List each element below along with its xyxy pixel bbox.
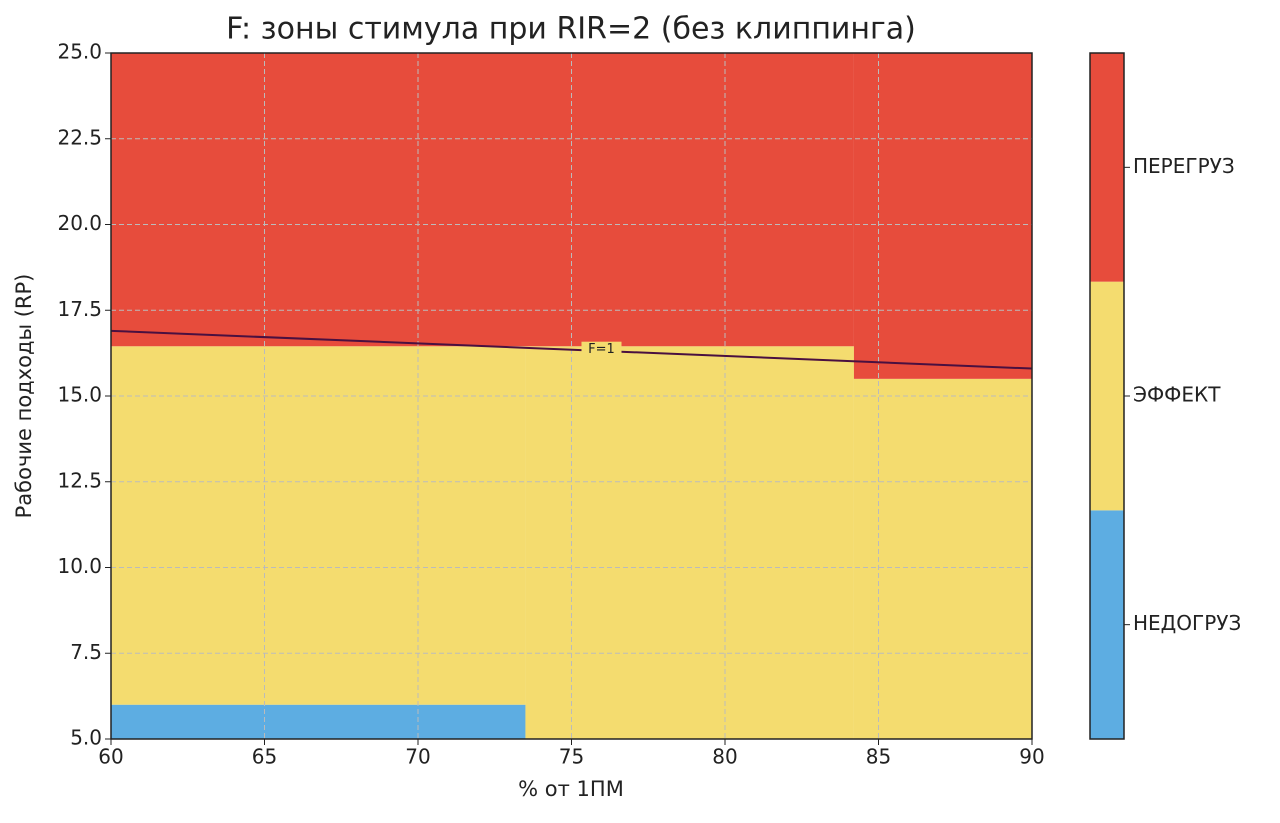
legend-label: НЕДОГРУЗ <box>1133 611 1241 635</box>
colorbar-frame <box>1089 52 1125 740</box>
plot-frame <box>110 52 1033 740</box>
x-axis-label: % от 1ПМ <box>518 777 624 801</box>
x-tick-label: 65 <box>252 745 277 769</box>
contour-label: F=1 <box>588 342 615 357</box>
x-tick-label: 80 <box>712 745 737 769</box>
zone-area <box>853 378 1032 739</box>
y-tick-label: 5.0 <box>70 726 102 750</box>
chart-title: F: зоны стимула при RIR=2 (без клиппинга… <box>226 12 916 47</box>
y-tick-label: 20.0 <box>57 211 102 235</box>
y-tick-label: 10.0 <box>57 554 102 578</box>
zone-area <box>111 346 526 705</box>
colorbar-segment <box>1090 281 1124 511</box>
y-tick-label: 25.0 <box>57 40 102 64</box>
zone-area <box>111 53 854 347</box>
x-tick-label: 75 <box>559 745 584 769</box>
x-tick-label: 60 <box>98 745 123 769</box>
y-tick-label: 17.5 <box>57 297 102 321</box>
x-tick-label: 85 <box>866 745 891 769</box>
zone-area <box>525 346 854 739</box>
colorbar-segment <box>1090 510 1124 739</box>
y-axis-label: Рабочие подходы (RP) <box>12 274 36 519</box>
legend-label: ПЕРЕГРУЗ <box>1133 154 1235 178</box>
colorbar-segment <box>1090 53 1124 282</box>
y-tick-label: 22.5 <box>57 125 102 149</box>
x-tick-label: 70 <box>405 745 430 769</box>
y-tick-label: 7.5 <box>70 640 102 664</box>
zone-area <box>853 53 1032 379</box>
y-tick-label: 12.5 <box>57 468 102 492</box>
zone-area <box>111 704 526 739</box>
contour-label-bg <box>581 341 622 358</box>
y-tick-label: 15.0 <box>57 383 102 407</box>
contour-line <box>110 329 1033 370</box>
x-tick-label: 90 <box>1019 745 1044 769</box>
legend-label: ЭФФЕКТ <box>1133 383 1221 407</box>
